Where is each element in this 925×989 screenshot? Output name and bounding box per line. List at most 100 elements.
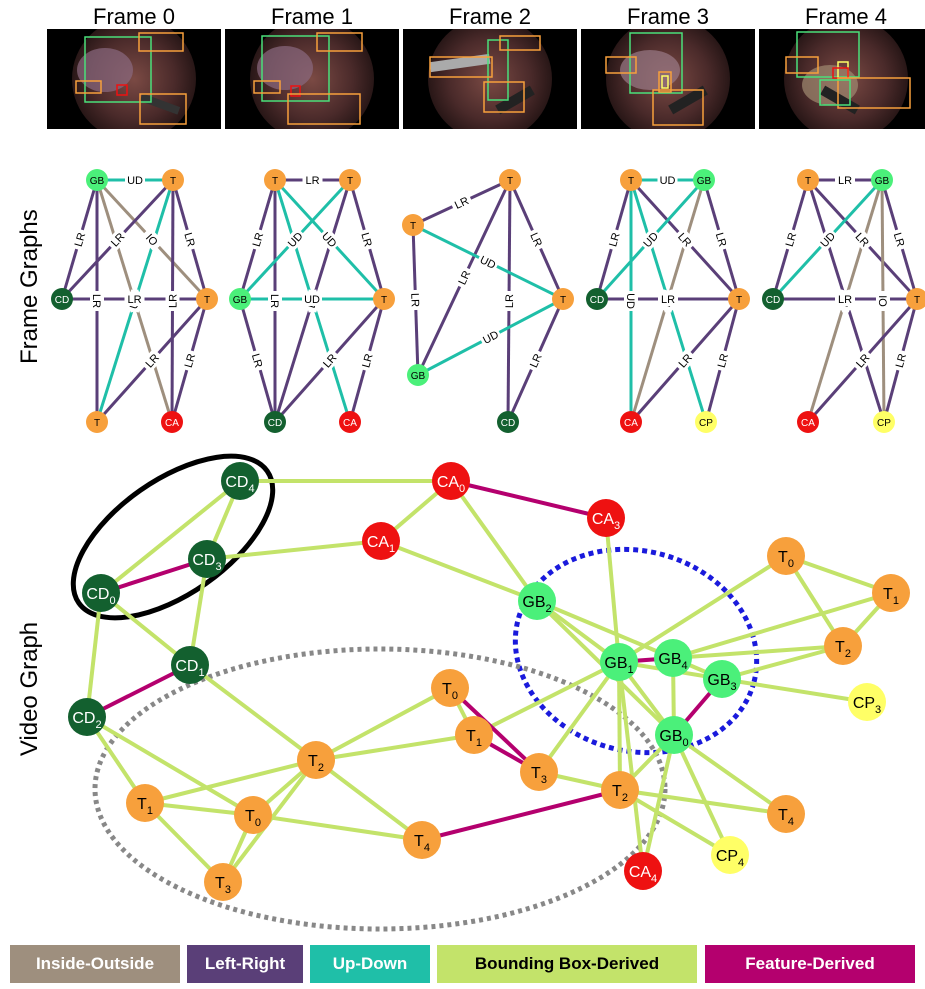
- frame-node: [797, 169, 819, 191]
- relation-label-group: LR: [165, 290, 180, 312]
- frame-node-label: CA: [624, 418, 638, 429]
- legend-feature-derived: Feature-Derived: [705, 945, 915, 983]
- relation-label: LR: [713, 231, 728, 248]
- legend-inside-outside: Inside-Outside: [10, 945, 180, 983]
- video-node: [711, 836, 749, 874]
- video-edge: [206, 539, 382, 561]
- relation-label: LR: [249, 352, 264, 369]
- video-edge: [619, 788, 787, 816]
- video-node: [520, 753, 558, 791]
- video-edge: [536, 599, 674, 660]
- video-node: [767, 537, 805, 575]
- tool-group-ellipse: [92, 646, 668, 932]
- frame-node-label: T: [507, 176, 513, 187]
- frame-node: [86, 411, 108, 433]
- relation-label: LR: [127, 294, 141, 306]
- frame-node: [162, 169, 184, 191]
- video-node-label: CD3: [192, 552, 221, 573]
- legend-label: Feature-Derived: [745, 954, 875, 973]
- frame-node-label: T: [381, 295, 387, 306]
- video-edge: [99, 591, 192, 667]
- relation-label: LR: [90, 294, 102, 308]
- video-node-label: T3: [531, 765, 547, 786]
- frame-node-label: T: [204, 295, 210, 306]
- frame-node: [373, 288, 395, 310]
- video-node: [204, 863, 242, 901]
- relation-label: LR: [784, 231, 799, 248]
- frame-node-label: CP: [877, 418, 891, 429]
- video-node: [68, 698, 106, 736]
- frame-node: [728, 288, 750, 310]
- video-edge: [99, 479, 242, 595]
- frame-node-label: GB: [90, 176, 105, 187]
- video-edge: [380, 539, 538, 603]
- frame-node: [402, 214, 424, 236]
- frame-node: [499, 169, 521, 191]
- relation-label-group: LR: [302, 173, 323, 187]
- frame-node: [586, 288, 608, 310]
- video-edge: [315, 686, 451, 762]
- frame-node: [497, 411, 519, 433]
- frame-thumbnail: [581, 29, 755, 129]
- frame-node-label: T: [628, 176, 634, 187]
- frame-node: [196, 288, 218, 310]
- relation-label-group: UD: [125, 173, 145, 187]
- video-node: [655, 716, 693, 754]
- relation-label-group: LR: [69, 227, 90, 252]
- video-edge: [252, 813, 423, 842]
- video-node: [234, 796, 272, 834]
- video-node-label: CA0: [437, 474, 465, 495]
- relation-label: LR: [894, 352, 909, 369]
- relation-label: IO: [876, 295, 888, 307]
- frame-node-label: CP: [699, 418, 713, 429]
- relation-label: UD: [624, 293, 636, 309]
- frame-node: [339, 169, 361, 191]
- frame-title: Frame 4: [805, 4, 887, 29]
- video-node-label: CA1: [367, 534, 395, 555]
- frame-node-label: T: [560, 295, 566, 306]
- relation-label: LR: [183, 352, 198, 369]
- relation-label-group: LR: [526, 227, 547, 252]
- frame-node-label: GB: [875, 176, 890, 187]
- relation-label-group: LR: [357, 348, 377, 373]
- relation-label-group: UD: [478, 326, 503, 348]
- video-node-label: CP4: [716, 848, 744, 869]
- frame-node-label: CD: [268, 418, 282, 429]
- frame-node-label: GB: [233, 295, 248, 306]
- video-edge: [473, 660, 620, 737]
- video-edge: [86, 663, 191, 719]
- frame-node: [906, 288, 925, 310]
- video-node-label: T4: [778, 807, 794, 828]
- relation-label-group: LR: [889, 227, 910, 252]
- frame-node-label: T: [347, 176, 353, 187]
- video-node-label: T0: [245, 808, 261, 829]
- relation-label-group: LR: [248, 348, 267, 373]
- frame-node: [797, 411, 819, 433]
- video-node: [126, 784, 164, 822]
- video-edge: [641, 734, 676, 872]
- relation-label: LR: [661, 294, 675, 306]
- frame-node: [229, 288, 251, 310]
- video-edge: [618, 788, 732, 857]
- relation-label-group: LR: [604, 227, 624, 252]
- relation-label: LR: [891, 231, 906, 248]
- frame-node-label: T: [170, 176, 176, 187]
- video-edge: [721, 677, 868, 704]
- frame-node: [51, 288, 73, 310]
- relation-label-group: LR: [124, 292, 145, 306]
- relation-label-group: LR: [453, 265, 475, 290]
- video-edge: [450, 479, 607, 520]
- relation-label-group: UD: [302, 292, 322, 306]
- frame-node: [264, 169, 286, 191]
- frame-graphs: UDLRIOLRIOLRLRUDLRLRLRLRGBTCDTTCALRLRUDL…: [51, 169, 925, 433]
- video-node-label: GB1: [604, 655, 633, 676]
- video-node-label: T2: [308, 753, 324, 774]
- video-node-label: T4: [414, 833, 430, 854]
- video-node: [221, 462, 259, 500]
- video-edge: [448, 686, 541, 774]
- video-node: [600, 643, 638, 681]
- relation-label-group: LR: [408, 289, 423, 311]
- video-node: [518, 582, 556, 620]
- legend-label: Left-Right: [204, 954, 286, 973]
- video-edge: [188, 663, 318, 762]
